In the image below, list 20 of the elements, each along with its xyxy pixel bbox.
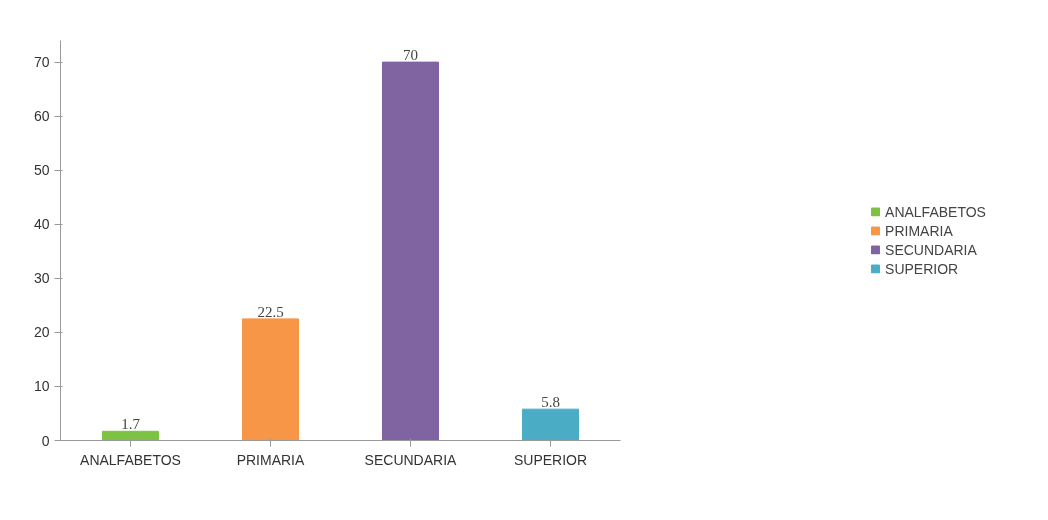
data-label: 70: [403, 47, 418, 64]
y-tick-label: 50: [33, 162, 50, 179]
data-label: 22.5: [257, 303, 284, 320]
y-tick-label: 0: [41, 432, 50, 449]
x-tick-label: ANALFABETOS: [80, 451, 181, 468]
x-tick-label: SECUNDARIA: [364, 451, 458, 468]
legend-label: SUPERIOR: [885, 260, 959, 277]
data-label: 5.8: [541, 394, 560, 411]
x-tick-label: SUPERIOR: [513, 451, 588, 468]
legend-label: ANALFABETOS: [885, 203, 986, 220]
legend-label: PRIMARIA: [885, 222, 953, 239]
y-tick-label: 10: [33, 378, 50, 395]
data-label: 1.7: [121, 416, 141, 433]
y-tick-label: 60: [33, 108, 50, 125]
y-tick-label: 40: [33, 216, 50, 233]
y-tick-label: 20: [33, 324, 50, 341]
y-tick-label: 70: [33, 54, 50, 71]
legend-label: SECUNDARIA: [885, 241, 977, 258]
y-tick-label: 30: [33, 270, 50, 287]
x-tick-label: PRIMARIA: [236, 451, 305, 468]
